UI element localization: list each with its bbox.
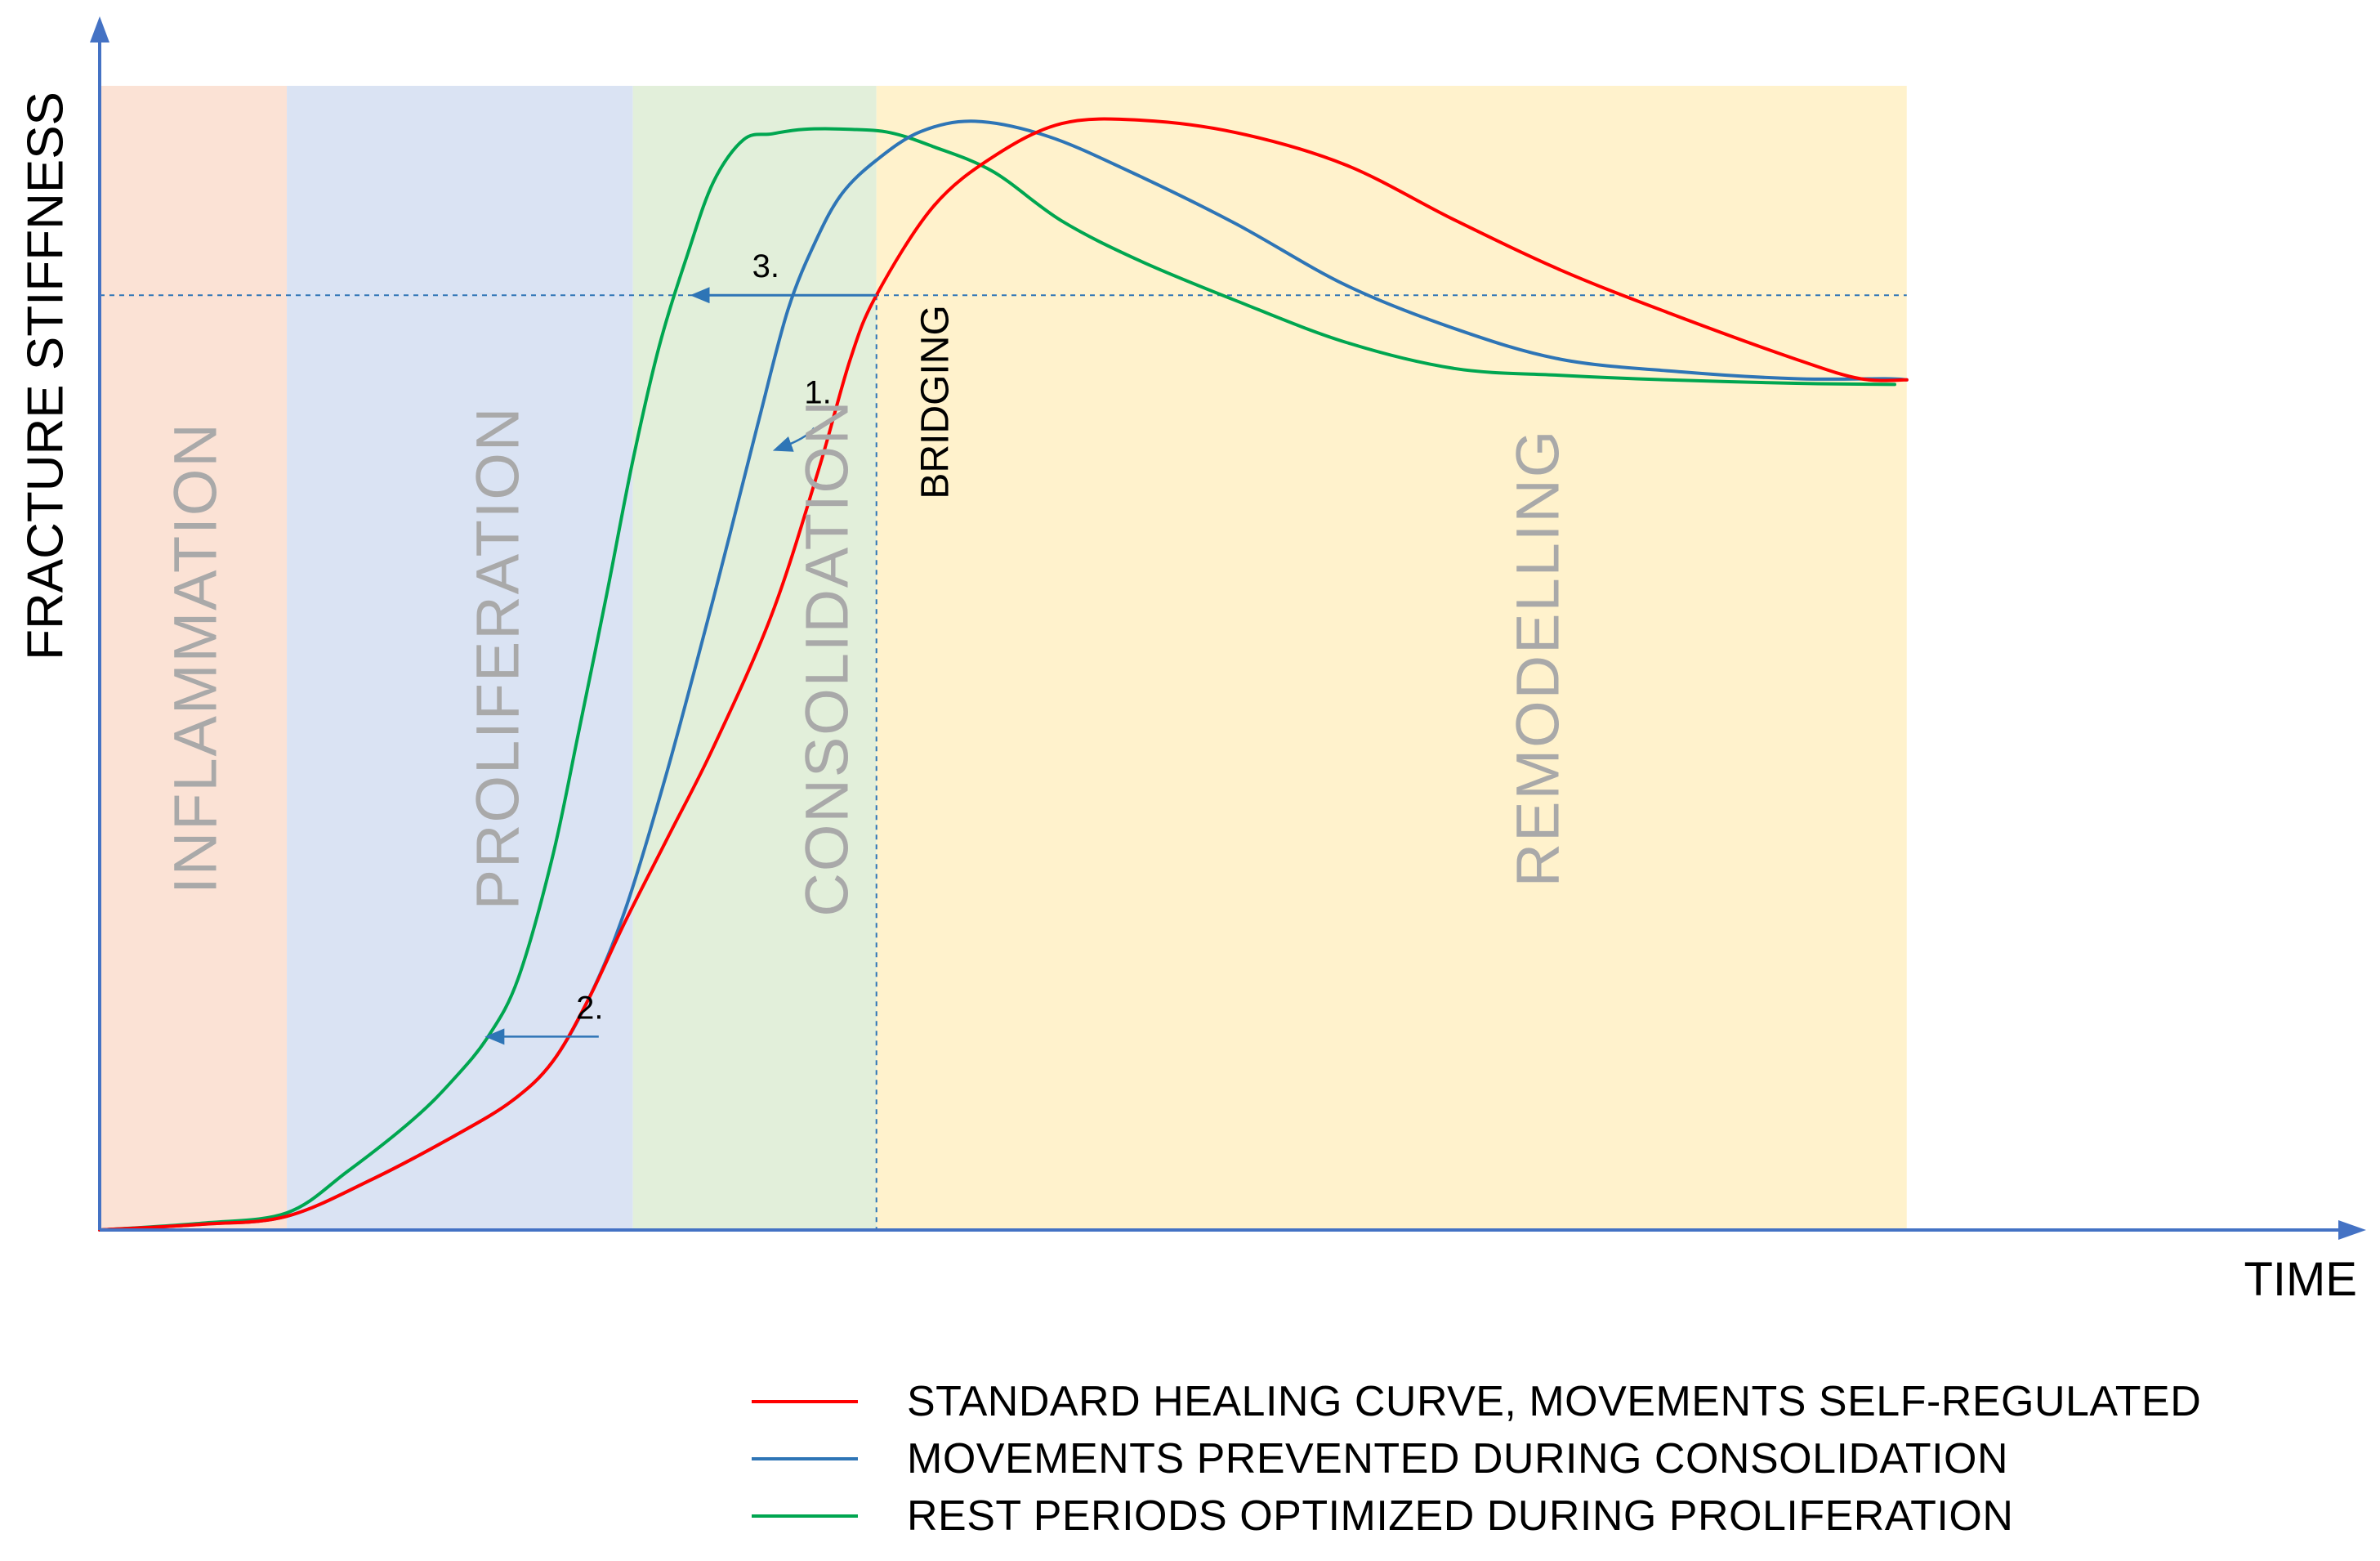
annotation-arrow-1 bbox=[772, 427, 815, 452]
phase-label-inflammation: INFLAMMATION bbox=[162, 422, 230, 894]
annotation-label-2: 2. bbox=[576, 990, 603, 1026]
series-lines bbox=[98, 117, 1909, 1232]
phase-label-consolidation: CONSOLIDATION bbox=[793, 399, 861, 916]
legend-swatch-standard bbox=[752, 1400, 858, 1403]
legend-swatch-prevented bbox=[752, 1457, 858, 1460]
legend-swatch-rest bbox=[752, 1514, 858, 1518]
text-labels: INFLAMMATION PROLIFERATION CONSOLIDATION RE… bbox=[17, 92, 2357, 1306]
x-axis-title: TIME bbox=[2244, 1253, 2357, 1306]
x-axis-arrow-icon bbox=[2338, 1220, 2366, 1240]
phase-regions bbox=[100, 86, 1907, 1230]
legend-item-rest: REST PERIODS OPTIMIZED DURING PROLIFERAT… bbox=[752, 1487, 2201, 1545]
phase-band-proliferation bbox=[287, 86, 633, 1230]
annotation-label-3: 3. bbox=[752, 248, 779, 284]
phase-label-remodelling: REMODELLING bbox=[1504, 429, 1572, 888]
legend-label-rest: REST PERIODS OPTIMIZED DURING PROLIFERAT… bbox=[907, 1492, 2014, 1540]
annotations bbox=[484, 287, 877, 1045]
phase-band-remodelling bbox=[876, 86, 1907, 1230]
phase-band-inflammation bbox=[100, 86, 288, 1230]
legend-item-standard: STANDARD HEALING CURVE, MOVEMENTS SELF-R… bbox=[752, 1373, 2201, 1430]
legend-label-standard: STANDARD HEALING CURVE, MOVEMENTS SELF-R… bbox=[907, 1378, 2202, 1425]
series-line-standard bbox=[98, 117, 1909, 1232]
y-axis-arrow-icon bbox=[90, 16, 109, 42]
bridging-guides bbox=[100, 294, 1907, 1230]
bridging-label: BRIDGING bbox=[913, 305, 957, 499]
annotation-label-1: 1. bbox=[804, 375, 831, 411]
axes bbox=[90, 16, 2366, 1240]
legend: STANDARD HEALING CURVE, MOVEMENTS SELF-R… bbox=[752, 1373, 2201, 1545]
phase-label-proliferation: PROLIFERATION bbox=[464, 406, 532, 910]
legend-label-prevented: MOVEMENTS PREVENTED DURING CONSOLIDATION bbox=[907, 1435, 2009, 1483]
series-line-rest bbox=[98, 127, 1896, 1232]
y-axis-title: FRACTURE STIFFNESS bbox=[17, 92, 74, 660]
legend-item-prevented: MOVEMENTS PREVENTED DURING CONSOLIDATION bbox=[752, 1430, 2201, 1487]
